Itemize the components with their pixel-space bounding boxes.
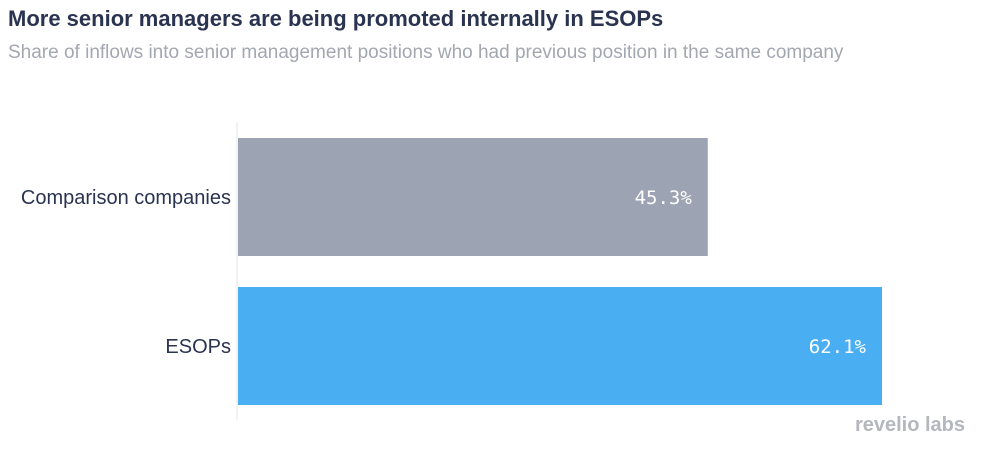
- bar-comparison-companies: [238, 138, 708, 256]
- bars-group: Comparison companies 45.3% ESOPs 62.1%: [21, 138, 882, 405]
- category-label: Comparison companies: [21, 187, 231, 209]
- bar-esops: [238, 287, 882, 405]
- revelio-labs-logo: revelio labs: [854, 414, 965, 436]
- chart-subtitle: Share of inflows into senior management …: [8, 42, 844, 63]
- value-label: 62.1%: [809, 336, 867, 358]
- value-label: 45.3%: [635, 187, 693, 209]
- chart-title: More senior managers are being promoted …: [8, 6, 664, 31]
- category-label: ESOPs: [165, 336, 231, 358]
